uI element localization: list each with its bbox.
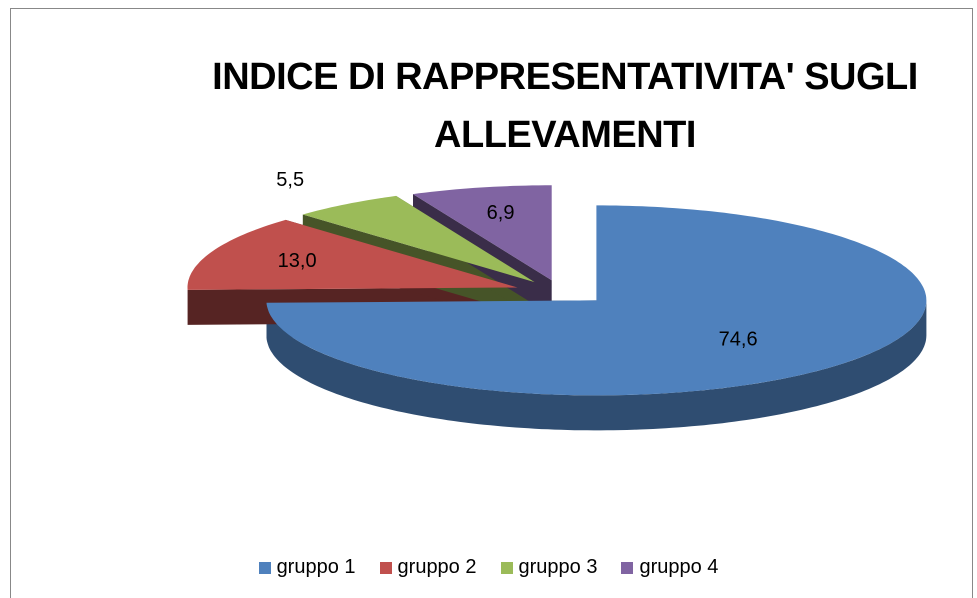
legend-swatch [379, 561, 392, 574]
slice-side [266, 300, 927, 431]
legend-item: gruppo 2 [379, 556, 477, 579]
legend-swatch [258, 561, 271, 574]
legend-label: gruppo 1 [276, 556, 356, 578]
slice [302, 195, 535, 283]
data-label: 5,5 [276, 169, 304, 191]
slice [187, 219, 518, 290]
data-label: 13,0 [278, 250, 317, 272]
legend-item: gruppo 1 [258, 556, 356, 579]
slice [266, 205, 927, 396]
legend-item: gruppo 3 [500, 556, 598, 579]
chart-frame [10, 8, 973, 598]
data-label: 74,6 [719, 328, 758, 350]
legend-swatch [621, 561, 634, 574]
legend-item: gruppo 4 [621, 556, 718, 579]
legend-label: gruppo 3 [518, 556, 598, 578]
legend-label: gruppo 4 [639, 556, 719, 578]
chart-title: INDICE DI RAPPRESENTATIVITA' SUGLI ALLEV… [212, 56, 918, 156]
legend: gruppo 1 gruppo 2 gruppo 3 gruppo 4 [0, 556, 977, 579]
legend-label: gruppo 2 [397, 556, 477, 578]
data-label: 6,9 [487, 202, 515, 224]
legend-swatch [500, 561, 513, 574]
slice [413, 185, 552, 281]
